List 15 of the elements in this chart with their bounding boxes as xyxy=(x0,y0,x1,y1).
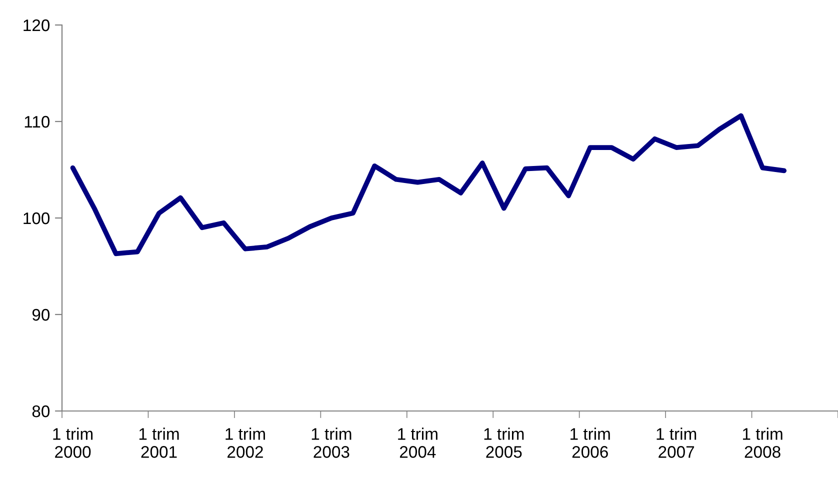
x-tick-label: 1 trim 2008 xyxy=(742,428,782,458)
x-tick-label: 1 trim 2000 xyxy=(53,428,93,458)
x-tick-label: 1 trim 2006 xyxy=(570,428,610,458)
x-tick-label: 1 trim 2002 xyxy=(226,428,265,458)
y-tick-label: 80 xyxy=(32,405,50,418)
line-series xyxy=(70,113,787,256)
y-tick-label: 90 xyxy=(32,308,50,321)
y-tick-label: 110 xyxy=(24,116,50,128)
x-tick-label: 1 trim 2001 xyxy=(139,428,179,458)
y-tick-label: 120 xyxy=(24,19,50,32)
x-tick-label: 1 trim 2005 xyxy=(484,428,524,458)
y-tick-label: 100 xyxy=(24,212,50,224)
x-tick-label: 1 trim 2003 xyxy=(312,428,352,458)
x-tick-label: 1 trim 2007 xyxy=(656,428,696,458)
x-tick-label: 1 trim 2004 xyxy=(398,428,438,458)
